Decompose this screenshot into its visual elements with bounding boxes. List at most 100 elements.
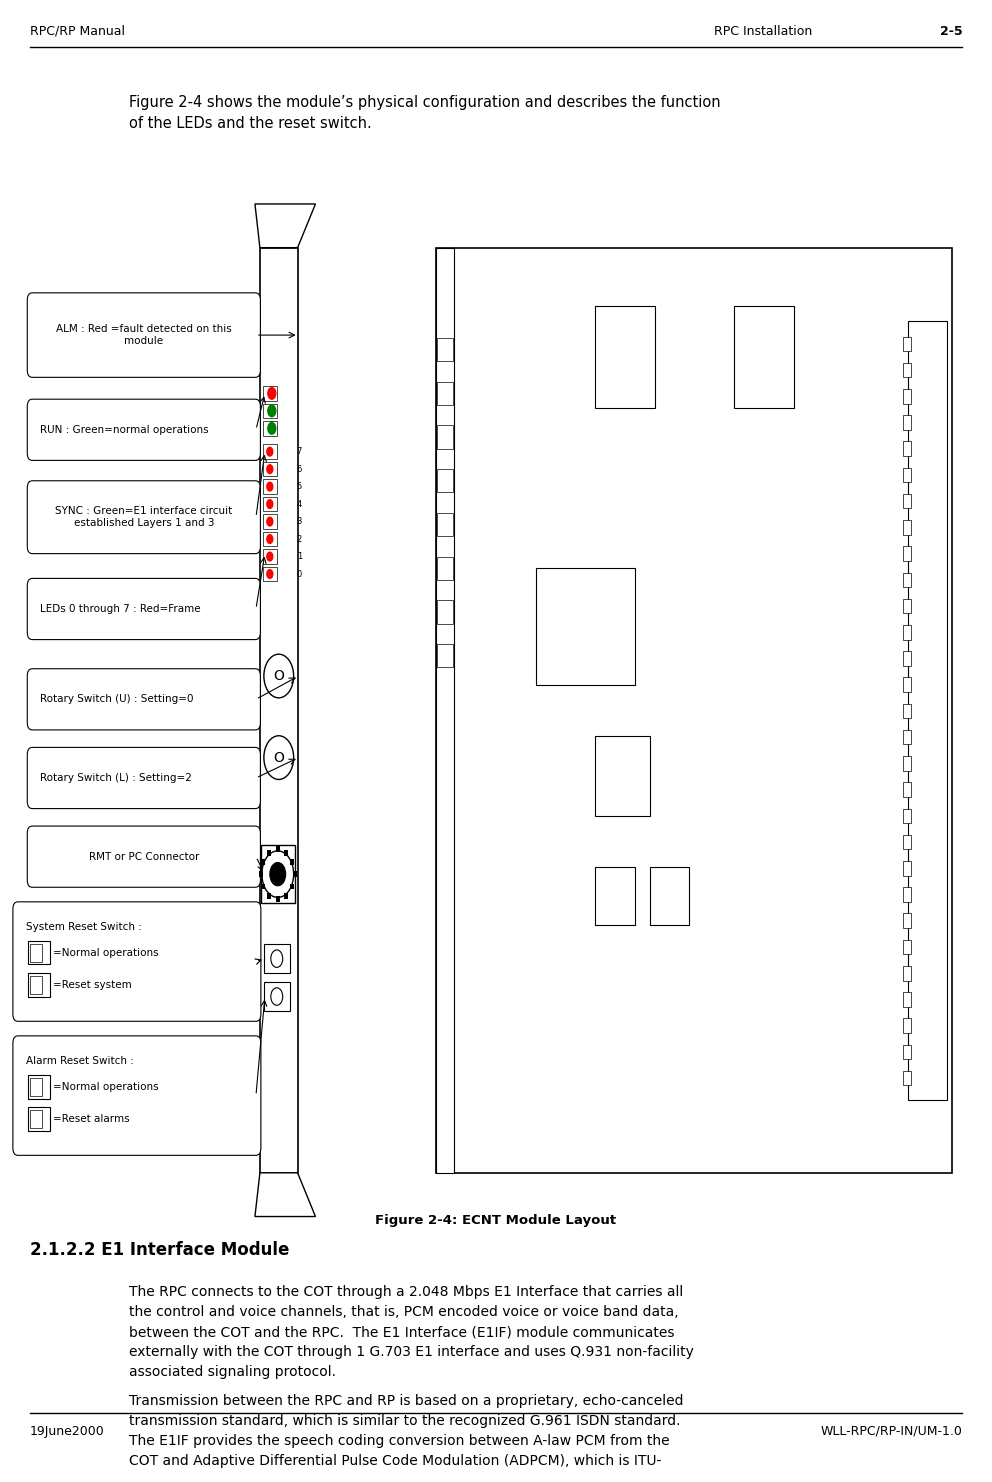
Bar	[437, 557, 453, 579]
Bar	[264, 983, 290, 1011]
Bar	[263, 532, 277, 547]
FancyBboxPatch shape	[27, 399, 260, 461]
Bar	[28, 1107, 50, 1131]
Bar	[436, 247, 454, 1172]
Bar	[650, 867, 689, 925]
Circle shape	[271, 950, 283, 968]
Bar	[903, 547, 911, 560]
Circle shape	[267, 569, 273, 578]
Text: Transmission between the RPC and RP is based on a proprietary, echo-canceled
tra: Transmission between the RPC and RP is b…	[129, 1395, 683, 1469]
Text: =Normal operations: =Normal operations	[53, 948, 158, 957]
Text: 0: 0	[297, 569, 302, 578]
Bar	[903, 704, 911, 719]
Bar	[903, 861, 911, 876]
Circle shape	[267, 465, 273, 473]
Circle shape	[264, 735, 294, 780]
Text: 5: 5	[297, 482, 302, 491]
Bar	[263, 550, 277, 563]
Bar	[28, 974, 50, 996]
Text: =Reset alarms: =Reset alarms	[53, 1114, 129, 1123]
Bar	[903, 809, 911, 823]
Bar	[263, 496, 277, 511]
Bar	[267, 892, 272, 898]
FancyBboxPatch shape	[27, 578, 260, 640]
Bar	[903, 415, 911, 430]
Circle shape	[267, 482, 273, 491]
Circle shape	[267, 535, 273, 544]
Text: Figure 2-4: ECNT Module Layout: Figure 2-4: ECNT Module Layout	[375, 1214, 617, 1227]
Bar	[903, 913, 911, 928]
FancyBboxPatch shape	[13, 903, 261, 1021]
Text: 1: 1	[297, 551, 302, 562]
Bar	[437, 600, 453, 624]
Bar	[903, 625, 911, 640]
Bar	[437, 425, 453, 449]
Bar	[437, 338, 453, 362]
Circle shape	[267, 499, 273, 508]
Bar	[595, 735, 650, 817]
Text: Rotary Switch (U) : Setting=0: Rotary Switch (U) : Setting=0	[40, 695, 193, 704]
Bar	[263, 445, 277, 459]
Text: 3: 3	[297, 517, 302, 526]
Bar	[267, 849, 272, 855]
Text: RUN : Green=normal operations: RUN : Green=normal operations	[40, 425, 208, 434]
Bar	[903, 363, 911, 378]
Bar	[903, 756, 911, 771]
Bar	[285, 892, 289, 898]
Text: RPC Installation: RPC Installation	[714, 25, 812, 39]
Text: =Reset system: =Reset system	[53, 980, 131, 990]
Circle shape	[262, 851, 294, 898]
Text: Alarm Reset Switch :: Alarm Reset Switch :	[26, 1055, 134, 1066]
Bar	[436, 247, 952, 1172]
Bar	[291, 883, 295, 889]
FancyBboxPatch shape	[27, 668, 260, 731]
FancyBboxPatch shape	[27, 293, 260, 378]
Bar	[903, 572, 911, 587]
Bar	[28, 1076, 50, 1098]
Bar	[263, 514, 277, 529]
Bar	[903, 599, 911, 614]
Bar	[903, 834, 911, 849]
Bar	[903, 1045, 911, 1060]
Bar	[903, 651, 911, 665]
Bar	[595, 305, 655, 408]
Circle shape	[267, 448, 273, 456]
Bar	[437, 513, 453, 536]
FancyBboxPatch shape	[13, 1036, 261, 1156]
Bar	[536, 568, 635, 685]
Bar	[903, 336, 911, 351]
Bar	[437, 470, 453, 492]
Circle shape	[268, 405, 276, 416]
FancyBboxPatch shape	[27, 480, 260, 554]
Circle shape	[271, 988, 283, 1005]
Text: 6: 6	[297, 465, 302, 474]
Text: =Normal operations: =Normal operations	[53, 1082, 158, 1092]
Circle shape	[264, 654, 294, 698]
Bar	[30, 1077, 42, 1095]
Bar	[261, 845, 295, 904]
Text: 7: 7	[297, 448, 302, 456]
Bar	[263, 479, 277, 494]
Text: ALM : Red =fault detected on this
module: ALM : Red =fault detected on this module	[56, 325, 232, 347]
Bar	[903, 966, 911, 981]
Bar	[263, 387, 277, 400]
Bar	[30, 977, 42, 993]
Text: 2-5: 2-5	[939, 25, 962, 39]
Circle shape	[267, 553, 273, 560]
Text: RMT or PC Connector: RMT or PC Connector	[88, 852, 199, 861]
Bar	[276, 897, 280, 903]
Circle shape	[267, 517, 273, 526]
Bar	[903, 442, 911, 456]
Bar	[734, 305, 794, 408]
Circle shape	[268, 422, 276, 434]
Text: 2: 2	[297, 535, 302, 544]
Bar	[264, 944, 290, 974]
Text: RPC/RP Manual: RPC/RP Manual	[30, 25, 125, 39]
Text: System Reset Switch :: System Reset Switch :	[26, 922, 142, 932]
Text: SYNC : Green=E1 interface circuit
established Layers 1 and 3: SYNC : Green=E1 interface circuit establ…	[56, 505, 232, 529]
Text: O: O	[274, 668, 284, 683]
Text: Figure 2-4 shows the module’s physical configuration and describes the function
: Figure 2-4 shows the module’s physical c…	[129, 95, 720, 130]
Bar	[903, 520, 911, 535]
Text: 19June2000: 19June2000	[30, 1424, 104, 1438]
Text: WLL-RPC/RP-IN/UM-1.0: WLL-RPC/RP-IN/UM-1.0	[820, 1424, 962, 1438]
